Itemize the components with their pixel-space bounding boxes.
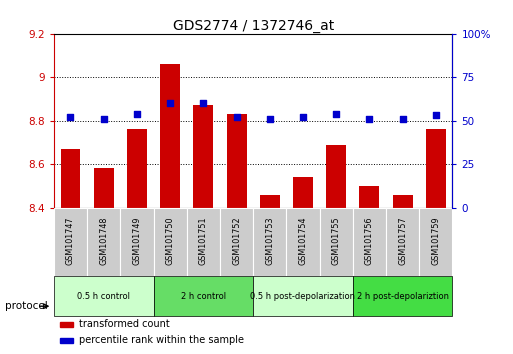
Point (332, 111, 340, 116)
Bar (360, 186, 380, 207)
Bar (392, 195, 412, 207)
Title: GDS2774 / 1372746_at: GDS2774 / 1372746_at (172, 19, 334, 33)
Bar (353, 276, 452, 316)
Text: percentile rank within the sample: percentile rank within the sample (78, 335, 244, 345)
Bar (160, 64, 180, 207)
Point (432, 113, 440, 118)
Text: 0.5 h control: 0.5 h control (77, 292, 130, 301)
Bar (54, 276, 153, 316)
Point (100, 116, 108, 122)
Text: GSM101747: GSM101747 (66, 216, 75, 265)
Bar (127, 129, 147, 207)
Text: GSM101755: GSM101755 (332, 216, 341, 265)
Text: GSM101749: GSM101749 (132, 216, 142, 265)
Bar (187, 207, 220, 276)
Text: 0.5 h post-depolarization: 0.5 h post-depolarization (250, 292, 356, 301)
Text: GSM101751: GSM101751 (199, 216, 208, 265)
Point (66, 114, 74, 120)
Bar (60, 321, 73, 327)
Text: transformed count: transformed count (78, 319, 169, 329)
Bar (253, 276, 353, 316)
Text: 2 h post-depolariztion: 2 h post-depolariztion (357, 292, 449, 301)
Point (299, 114, 307, 120)
Bar (54, 207, 87, 276)
Point (266, 116, 274, 122)
Text: GSM101753: GSM101753 (265, 216, 274, 265)
Bar (326, 144, 346, 207)
Text: 2 h control: 2 h control (181, 292, 226, 301)
Point (133, 111, 141, 116)
Bar (227, 114, 247, 207)
Point (166, 101, 174, 106)
Bar (353, 207, 386, 276)
Bar (220, 207, 253, 276)
Point (199, 101, 207, 106)
Text: GSM101756: GSM101756 (365, 216, 374, 265)
Text: protocol: protocol (5, 301, 48, 311)
Point (232, 114, 241, 120)
Bar (87, 207, 120, 276)
Bar (153, 207, 187, 276)
Bar (386, 207, 419, 276)
Bar (253, 207, 286, 276)
Bar (293, 177, 313, 207)
Text: GSM101757: GSM101757 (398, 216, 407, 265)
Text: GSM101759: GSM101759 (431, 216, 440, 265)
Bar (286, 207, 320, 276)
Bar (60, 338, 73, 343)
Bar (320, 207, 353, 276)
Point (399, 116, 407, 122)
Bar (61, 149, 81, 207)
Bar (94, 169, 114, 207)
Text: GSM101752: GSM101752 (232, 216, 241, 265)
Text: GSM101750: GSM101750 (166, 216, 174, 265)
Bar (419, 207, 452, 276)
Bar (193, 105, 213, 207)
Bar (260, 195, 280, 207)
Text: GSM101748: GSM101748 (99, 216, 108, 264)
Bar (153, 276, 253, 316)
Bar (426, 129, 446, 207)
Text: GSM101754: GSM101754 (299, 216, 307, 265)
Bar (120, 207, 153, 276)
Point (365, 116, 373, 122)
